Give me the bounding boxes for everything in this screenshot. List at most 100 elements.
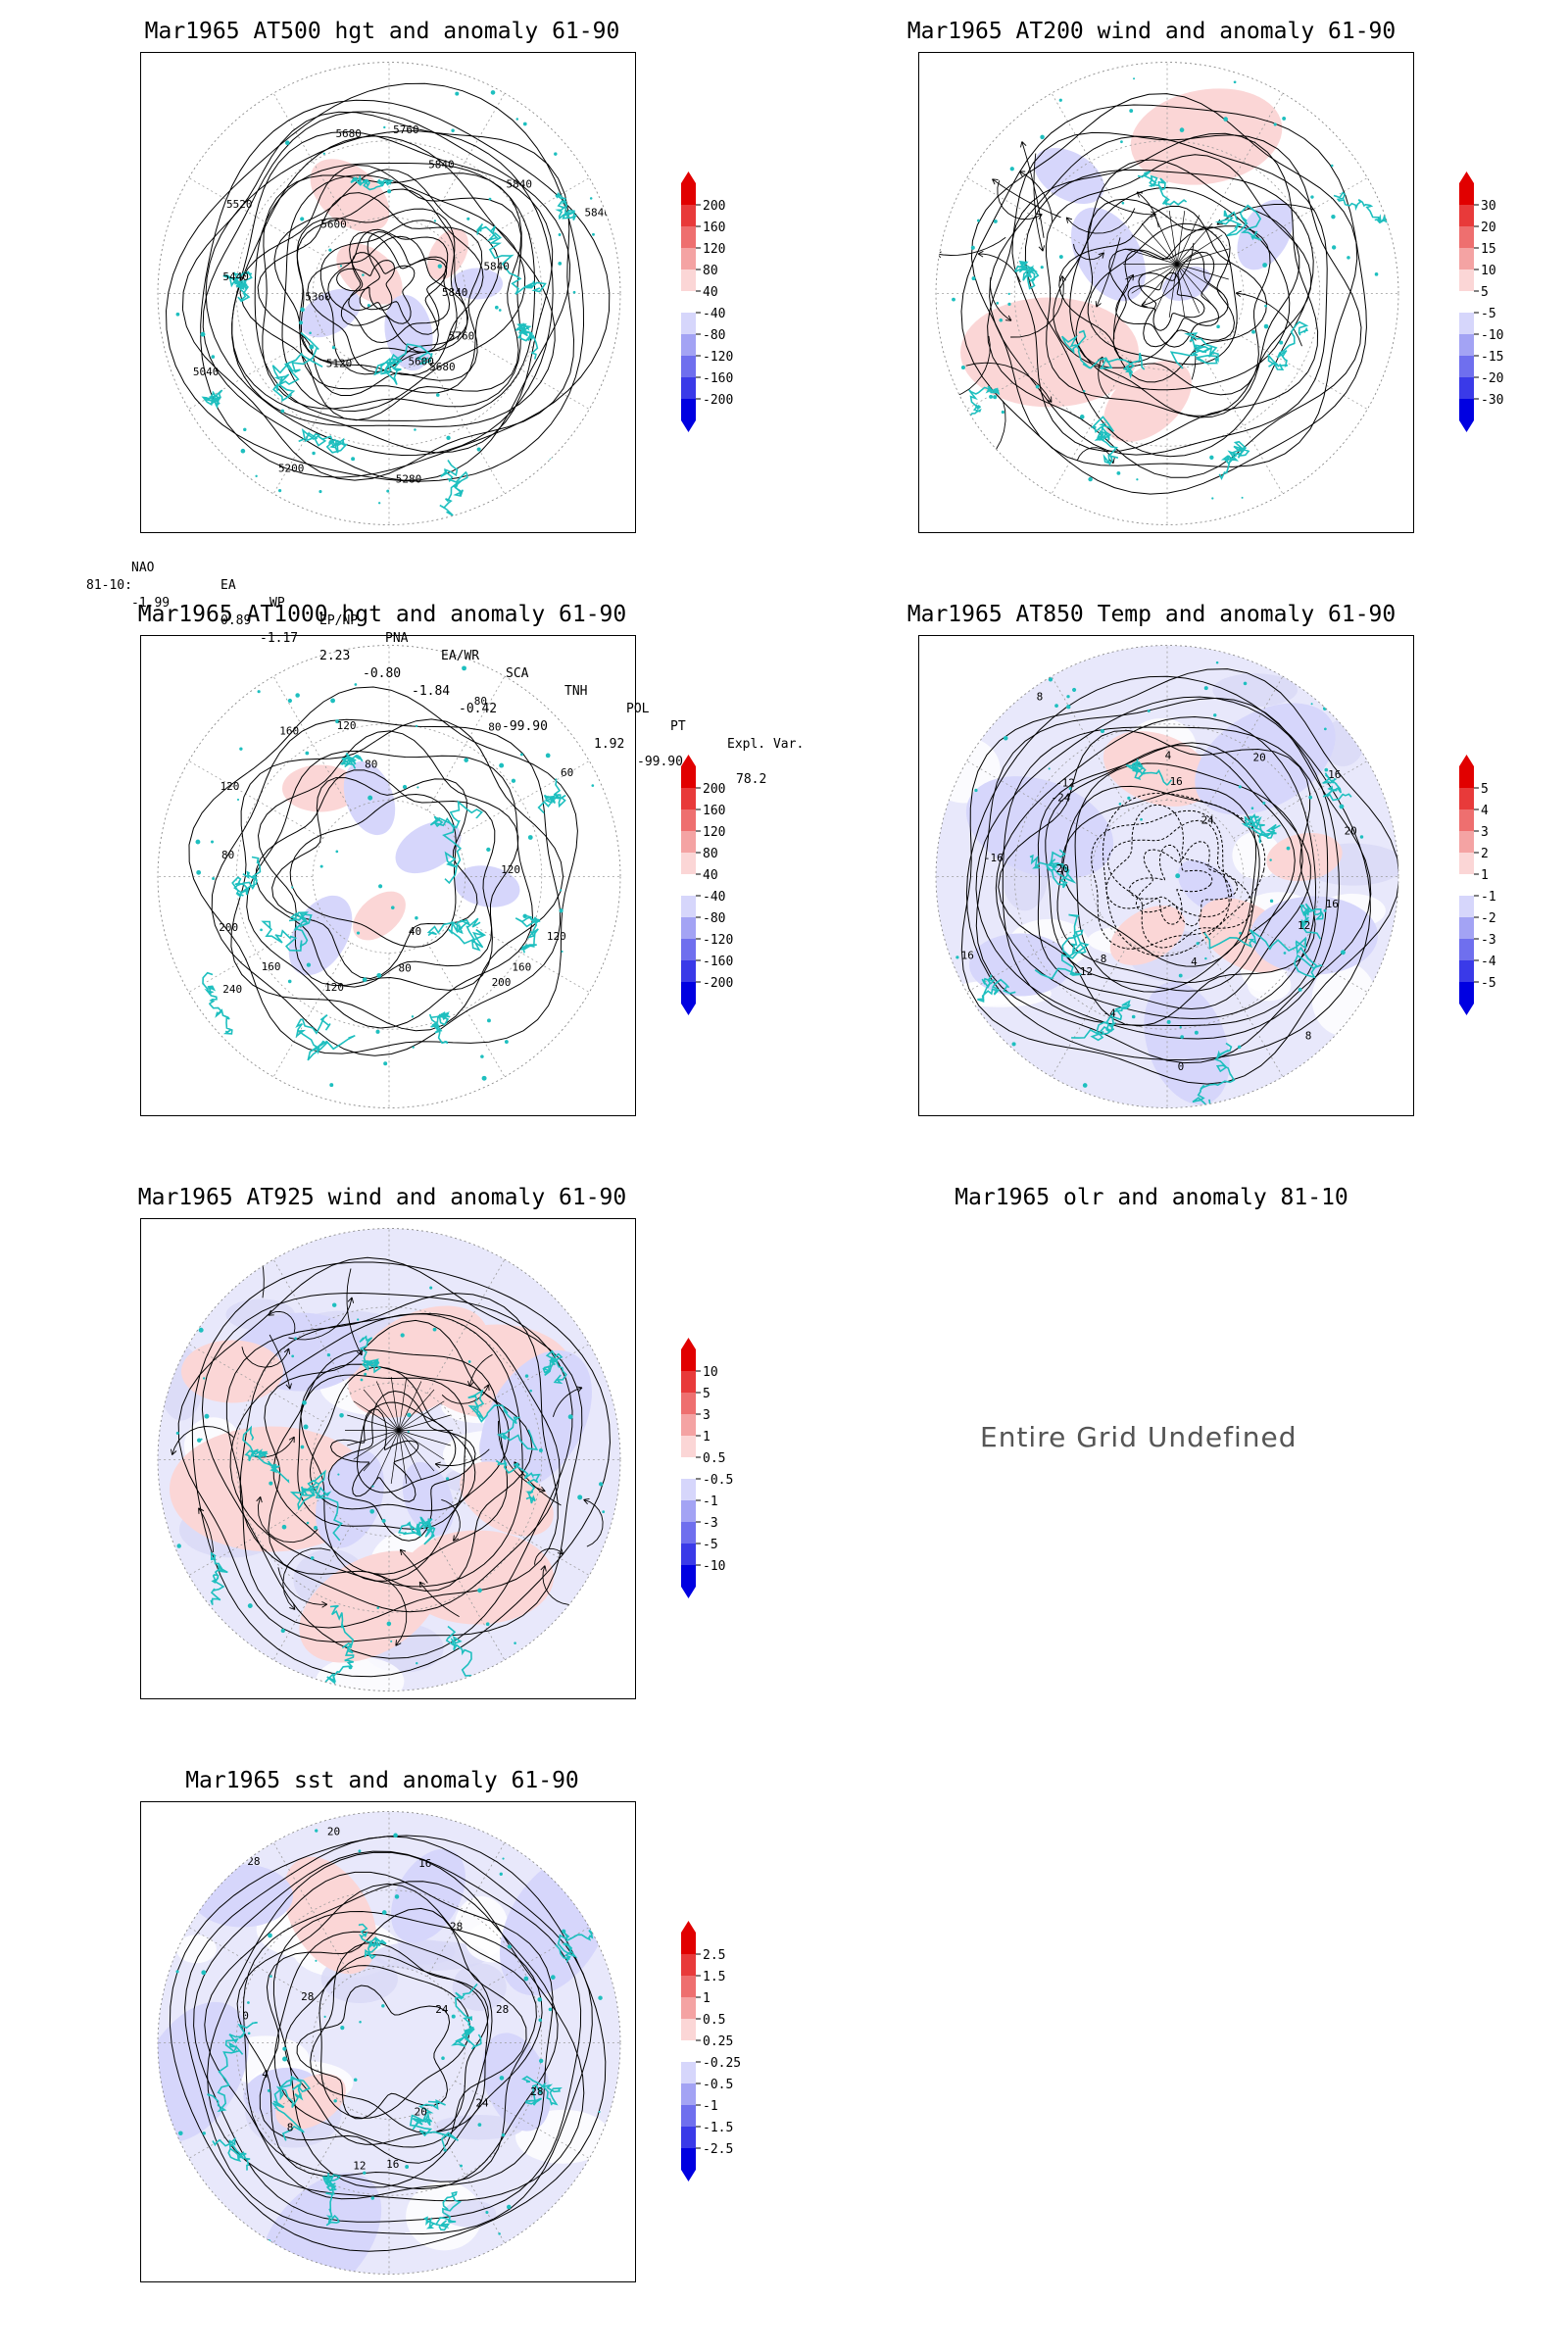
island — [477, 2123, 482, 2127]
colorbar-swatch — [681, 313, 696, 334]
island — [1116, 470, 1121, 475]
streamline-arrow — [1098, 252, 1104, 259]
colorbar-swatch — [681, 788, 696, 809]
latitude-circle — [1013, 723, 1321, 1030]
contour-line — [336, 260, 396, 311]
island — [1003, 735, 1008, 741]
contour-label: 200 — [492, 976, 512, 989]
contour-label: 5360 — [305, 291, 331, 304]
map-boundary — [157, 645, 621, 1108]
island — [1012, 114, 1016, 119]
island — [1310, 195, 1314, 199]
map-hgt1000: 120 160 200 40 80 120 160 240 200 80 120 160 120 80 80… — [140, 635, 636, 1116]
streamline — [1176, 234, 1223, 265]
coastline — [961, 385, 1001, 419]
contour-label: 20 — [415, 2105, 427, 2118]
coastline — [537, 778, 566, 814]
longitude-line — [1051, 942, 1130, 1078]
island — [462, 665, 466, 671]
colorbar-label: 0.25 — [703, 2034, 733, 2049]
contour-line — [960, 104, 1367, 495]
island — [1082, 1083, 1088, 1088]
island — [548, 2007, 553, 2012]
contour-label: 5840 — [442, 286, 468, 299]
island — [1034, 498, 1039, 504]
coastline — [1218, 440, 1250, 481]
contour-label: 5680 — [429, 361, 456, 373]
coastline — [475, 222, 547, 295]
island — [1120, 140, 1123, 144]
island — [1374, 272, 1379, 276]
island — [201, 1970, 207, 1976]
island — [1129, 109, 1134, 114]
island — [415, 724, 418, 728]
island — [959, 1049, 962, 1053]
coastline — [1034, 913, 1090, 980]
colorbar-top-arrow — [1459, 172, 1474, 183]
island — [240, 448, 246, 454]
streamline-arrow — [288, 1436, 295, 1444]
island — [1211, 497, 1214, 500]
colorbar-swatch — [681, 1349, 696, 1371]
island — [329, 1083, 334, 1088]
anomaly-contour-fill — [1161, 267, 1212, 301]
colorbar-label: -2 — [1481, 911, 1496, 926]
colorbar-label: -3 — [703, 1516, 718, 1531]
island — [1127, 796, 1131, 800]
island — [383, 1061, 388, 1066]
contour-label: 120 — [220, 780, 240, 793]
coastline — [231, 856, 262, 898]
island — [198, 1327, 204, 1333]
island — [476, 447, 481, 452]
panel-title-hgt1000: Mar1965 AT1000 hgt and anomaly 61-90 — [137, 602, 627, 627]
latitude-circle — [158, 645, 620, 1108]
streamline-arrow — [483, 1384, 490, 1391]
longitude-line — [188, 914, 323, 993]
contour-label: 120 — [324, 981, 344, 994]
island — [326, 1352, 331, 1357]
longitude-line — [426, 942, 506, 1078]
island — [309, 344, 315, 350]
island — [538, 2058, 544, 2064]
island — [1237, 1045, 1242, 1050]
island — [494, 305, 499, 310]
coastline — [1299, 903, 1324, 940]
streamline — [1176, 222, 1213, 265]
streamline — [1176, 264, 1213, 306]
island — [545, 753, 551, 759]
colorbar-label: -120 — [703, 933, 733, 948]
island — [573, 2210, 576, 2213]
island — [381, 1910, 387, 1915]
island — [1308, 795, 1313, 800]
streamline-arrow — [946, 394, 953, 401]
island — [989, 394, 994, 399]
contour-label: 5440 — [222, 270, 249, 283]
colorbar-label: -30 — [1481, 393, 1503, 408]
island — [1269, 899, 1274, 903]
contour-line — [1091, 809, 1230, 950]
island — [477, 1588, 482, 1593]
island — [1175, 873, 1181, 879]
streamline — [1131, 234, 1178, 265]
contour-line — [262, 172, 522, 410]
contour-label: -4 — [1103, 1007, 1117, 1020]
island — [1178, 973, 1183, 978]
streamline — [241, 1347, 290, 1368]
contour-label: 12 — [1298, 919, 1310, 932]
index-value: -0.42 — [459, 702, 498, 716]
island — [485, 1622, 490, 1627]
island — [1347, 256, 1350, 260]
island — [1048, 767, 1051, 770]
island — [281, 1524, 287, 1530]
island — [435, 393, 440, 397]
streamline — [1176, 264, 1200, 314]
anomaly-contour-fill — [482, 2033, 551, 2132]
island — [585, 450, 589, 454]
coastline — [1060, 329, 1146, 379]
colorbar-swatch — [681, 809, 696, 831]
colorbar-label: -1.5 — [703, 2121, 733, 2135]
colorbar-swatch — [681, 939, 696, 960]
longitude-line — [272, 359, 352, 495]
streamline-arrow — [399, 1548, 407, 1556]
anomaly-contour-fill — [353, 891, 406, 941]
